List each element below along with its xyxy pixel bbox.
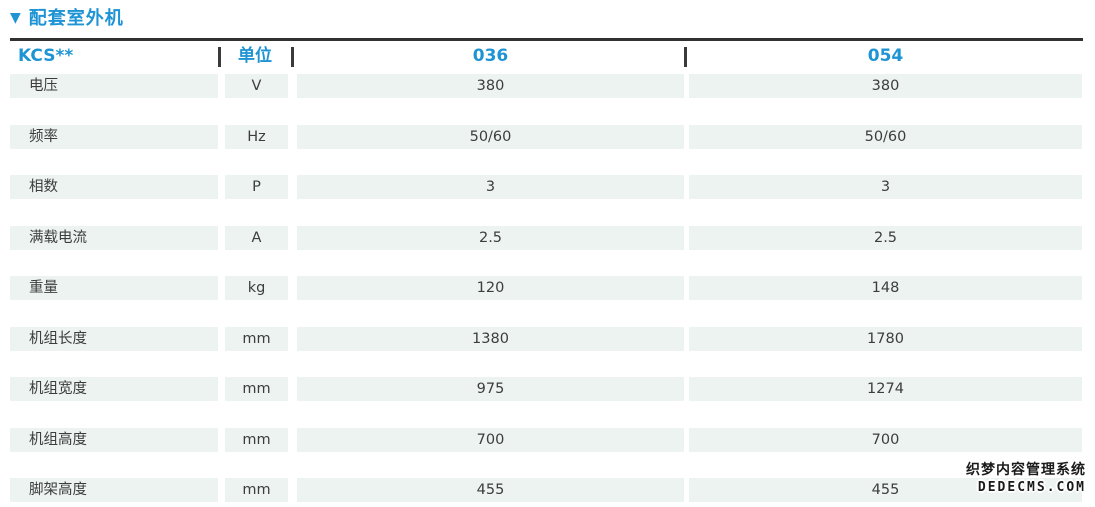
column-header-036: 036: [472, 46, 509, 66]
table-row: 频率 Hz 50/60 50/60: [0, 124, 1095, 149]
value-036: 380: [297, 74, 684, 98]
value-036: 2.5: [297, 225, 684, 250]
table-row: 相数 P 3 3: [0, 175, 1095, 199]
row-unit: mm: [225, 427, 288, 452]
value-036: 455: [297, 478, 684, 502]
watermark-line2: DEDECMS.COM: [977, 480, 1086, 495]
triangle-down-icon: ▼: [10, 10, 21, 26]
row-label: 频率: [10, 124, 218, 149]
row-unit: Hz: [225, 124, 288, 149]
row-unit: mm: [225, 377, 288, 401]
row-label: 机组高度: [10, 427, 218, 452]
value-036: 3: [297, 175, 684, 199]
table-header: KCS** 单位 036 054: [0, 44, 1095, 69]
row-label: 脚架高度: [10, 478, 218, 502]
value-036: 120: [297, 276, 684, 300]
row-label: 相数: [10, 175, 218, 199]
value-054: 455: [689, 478, 1082, 502]
table-body: 电压 V 380 380 频率 Hz 50/60 50/60 相数 P 3 3 满载电流 A 2.5 2.5 重…: [0, 74, 1095, 502]
value-054: 700: [689, 427, 1082, 452]
value-054: 2.5: [689, 225, 1082, 250]
section-title: ▼ 配套室外机: [10, 4, 1095, 30]
row-label: 机组宽度: [10, 377, 218, 401]
value-054: 380: [689, 74, 1082, 98]
column-header-054: 054: [867, 46, 904, 66]
table-row: 满载电流 A 2.5 2.5: [0, 225, 1095, 250]
header-divider: [684, 47, 687, 67]
column-header-unit: 单位: [238, 46, 272, 66]
row-unit: V: [225, 74, 288, 98]
header-divider: [291, 47, 294, 67]
section-title-text: 配套室外机: [28, 8, 124, 29]
column-header-model: KCS**: [18, 46, 74, 66]
value-036: 700: [297, 427, 684, 452]
value-054: 1780: [689, 326, 1082, 351]
table-row: 重量 kg 120 148: [0, 276, 1095, 300]
table-row: 电压 V 380 380: [0, 74, 1095, 98]
row-unit: P: [225, 175, 288, 199]
row-unit: mm: [225, 478, 288, 502]
value-036: 50/60: [297, 124, 684, 149]
value-054: 3: [689, 175, 1082, 199]
table-row: 机组宽度 mm 975 1274: [0, 377, 1095, 401]
row-label: 机组长度: [10, 326, 218, 351]
header-divider: [218, 47, 221, 67]
value-054: 148: [689, 276, 1082, 300]
value-036: 975: [297, 377, 684, 401]
value-054: 1274: [689, 377, 1082, 401]
row-unit: mm: [225, 326, 288, 351]
table-row: 机组高度 mm 700 700: [0, 427, 1095, 452]
row-label: 重量: [10, 276, 218, 300]
table-row: 脚架高度 mm 455 455: [0, 478, 1095, 502]
row-unit: A: [225, 225, 288, 250]
watermark-line1: 织梦内容管理系统: [966, 462, 1086, 478]
row-label: 电压: [10, 74, 218, 98]
value-036: 1380: [297, 326, 684, 351]
row-unit: kg: [225, 276, 288, 300]
header-rule-divider: [10, 38, 1083, 41]
row-label: 满载电流: [10, 225, 218, 250]
table-row: 机组长度 mm 1380 1780: [0, 326, 1095, 351]
value-054: 50/60: [689, 124, 1082, 149]
watermark: 织梦内容管理系统 DEDECMS.COM: [966, 461, 1086, 497]
